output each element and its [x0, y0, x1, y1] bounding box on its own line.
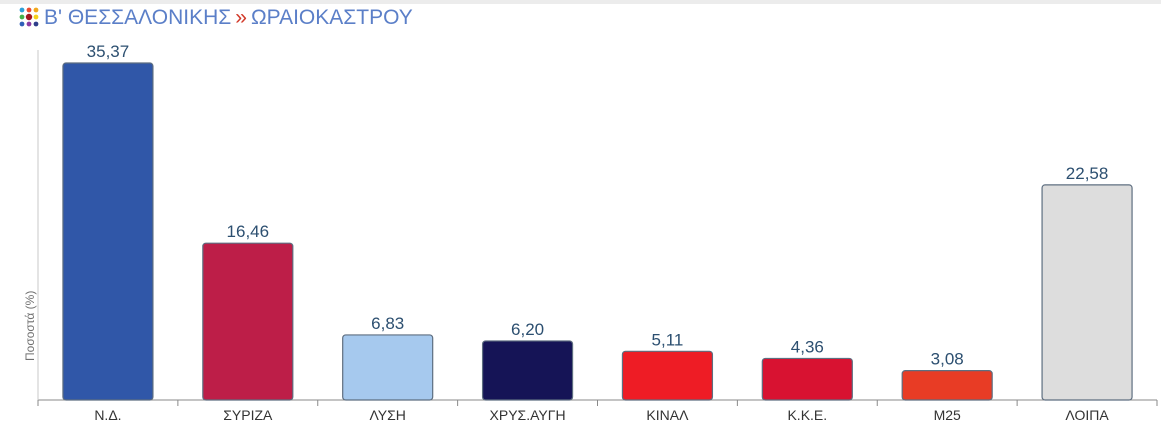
- bar[interactable]: [901, 370, 993, 401]
- page-title: Β' ΘΕΣΣΑΛΟΝΙΚΗΣ» ΩΡΑΙΟΚΑΣΤΡΟΥ: [44, 6, 413, 30]
- category-label: Ν.Δ.: [94, 407, 121, 423]
- bar[interactable]: [202, 242, 294, 401]
- data-label: 22,58: [1066, 164, 1109, 183]
- category-label: ΚΙΝΑΛ: [646, 407, 689, 423]
- data-label: 6,20: [511, 320, 544, 339]
- data-label: 4,36: [791, 337, 824, 356]
- bar[interactable]: [481, 340, 574, 401]
- bar[interactable]: [62, 62, 154, 401]
- data-label: 6,83: [371, 314, 404, 333]
- data-label: 5,11: [652, 330, 684, 349]
- data-label: 35,37: [87, 42, 130, 61]
- data-label: 16,46: [227, 222, 270, 241]
- bar[interactable]: [342, 334, 434, 401]
- bar[interactable]: [761, 357, 853, 401]
- bar[interactable]: [621, 350, 714, 401]
- chart-header: Β' ΘΕΣΣΑΛΟΝΙΚΗΣ» ΩΡΑΙΟΚΑΣΤΡΟΥ: [18, 3, 413, 33]
- category-label: ΣΥΡΙΖΑ: [223, 407, 273, 423]
- bar[interactable]: [1041, 184, 1133, 401]
- category-label: ΧΡΥΣ.ΑΥΓΗ: [490, 407, 566, 423]
- data-label: 3,08: [931, 350, 964, 369]
- category-label: Κ.Κ.Ε.: [787, 407, 827, 423]
- breadcrumb-separator: »: [235, 6, 247, 29]
- category-label: Μ25: [934, 407, 961, 423]
- category-label: ΛΥΣΗ: [369, 407, 405, 423]
- region-link[interactable]: Β' ΘΕΣΣΑΛΟΝΙΚΗΣ: [44, 6, 232, 29]
- colored-dots-logo-icon: [19, 7, 39, 27]
- municipality-name: ΩΡΑΙΟΚΑΣΤΡΟΥ: [250, 6, 413, 29]
- top-bar: [0, 0, 1161, 4]
- category-label: ΛΟΙΠΑ: [1065, 407, 1109, 423]
